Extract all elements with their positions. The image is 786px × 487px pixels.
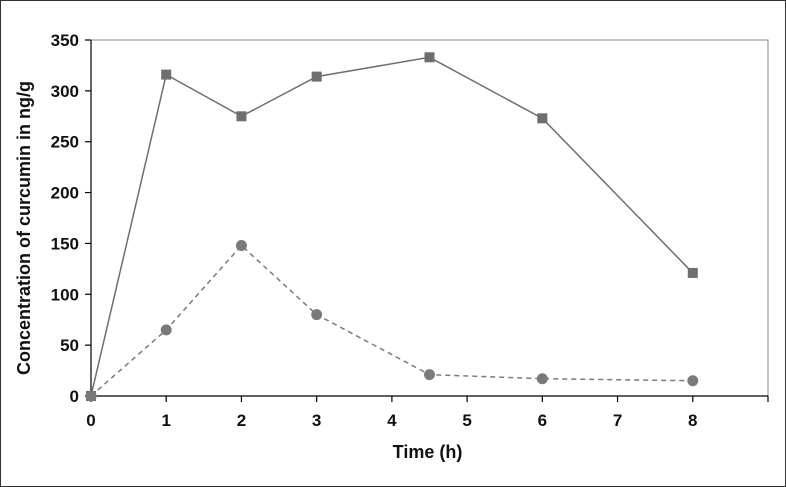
y-tick-label: 300: [51, 82, 79, 101]
series-1-point: [236, 111, 247, 122]
series-layer: [85, 52, 699, 402]
series-1-point: [311, 71, 322, 82]
x-tick-label: 6: [538, 411, 547, 430]
x-tick-label: 1: [161, 411, 170, 430]
series-2-point: [160, 324, 172, 336]
series-2-point: [85, 390, 97, 402]
y-tick-label: 100: [51, 285, 79, 304]
series-2-point: [235, 239, 247, 251]
series-1-point: [537, 113, 548, 124]
axes: 0 50 100 150 200 250 300 350 0 1 2 3 4 5 6 7 8: [51, 31, 769, 430]
x-tick-label: 4: [387, 411, 397, 430]
y-tick-label: 0: [70, 387, 79, 406]
x-tick-label: 2: [237, 411, 246, 430]
plot-border: [90, 39, 769, 397]
series-1-point: [687, 267, 698, 278]
series-1: [86, 52, 698, 401]
plot-area: [90, 39, 769, 397]
x-tick-label: 7: [613, 411, 622, 430]
series-2-point: [424, 369, 435, 381]
series-1-line: [90, 56, 694, 397]
x-axis-title: Time (h): [393, 442, 463, 462]
series-2-line: [90, 244, 693, 397]
series-1-point: [424, 52, 435, 63]
series-2-point: [687, 375, 699, 387]
series-2-point: [311, 309, 323, 321]
y-tick-label: 350: [51, 31, 79, 50]
x-tick-label: 5: [462, 411, 471, 430]
y-tick-label: 50: [60, 336, 79, 355]
x-tick-label: 3: [312, 411, 321, 430]
y-tick-label: 150: [51, 234, 79, 253]
x-tick-label: 8: [688, 411, 697, 430]
series-1-point: [161, 69, 172, 80]
y-tick-label: 200: [51, 184, 79, 203]
y-tick-label: 250: [51, 133, 79, 152]
y-axis-title: Concentration of curcumin in ng/g: [14, 81, 34, 375]
series-2-point: [536, 373, 548, 385]
x-tick-label: 0: [86, 411, 95, 430]
series-2: [85, 239, 699, 402]
